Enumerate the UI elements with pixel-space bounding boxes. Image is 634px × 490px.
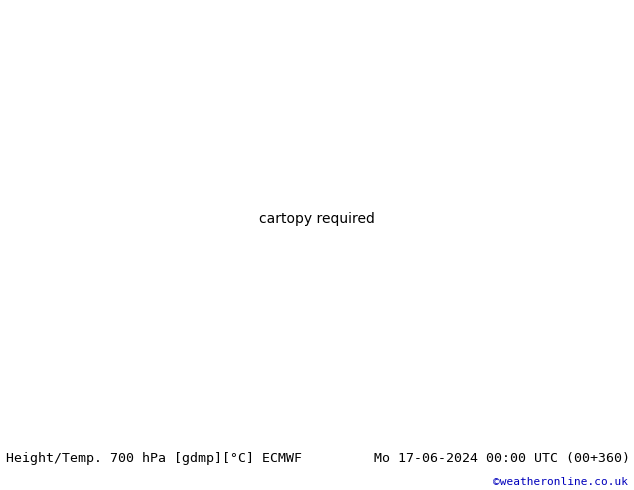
Text: Mo 17-06-2024 00:00 UTC (00+360): Mo 17-06-2024 00:00 UTC (00+360) [374,452,630,465]
Text: cartopy required: cartopy required [259,212,375,226]
Text: ©weatheronline.co.uk: ©weatheronline.co.uk [493,477,628,487]
Text: Height/Temp. 700 hPa [gdmp][°C] ECMWF: Height/Temp. 700 hPa [gdmp][°C] ECMWF [6,452,302,465]
